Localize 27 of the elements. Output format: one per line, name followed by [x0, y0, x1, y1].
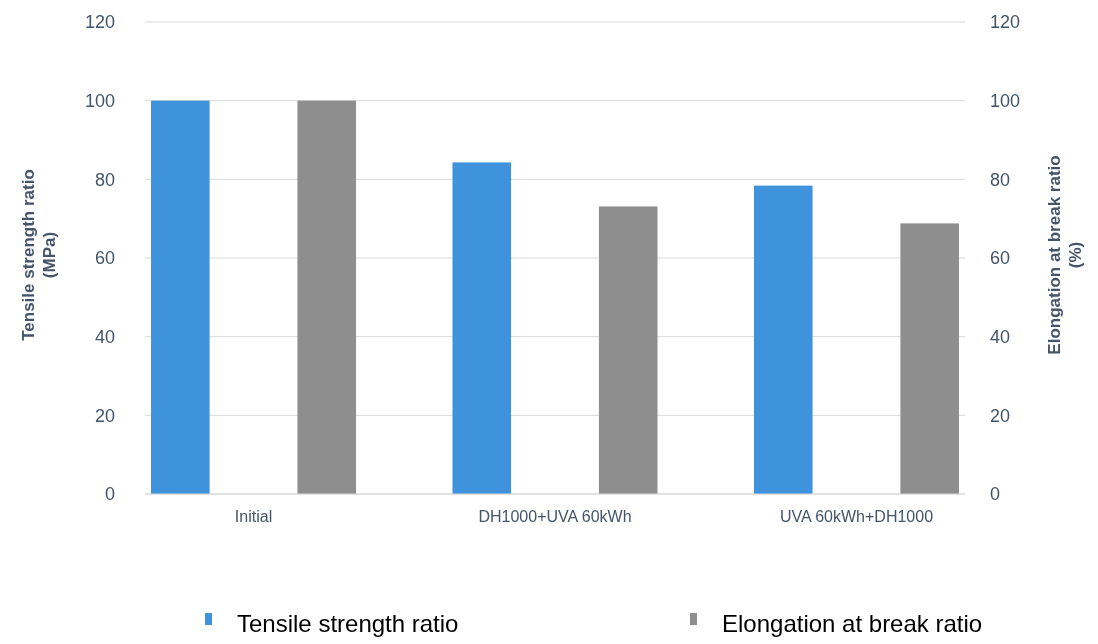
- y2-tick-label: 0: [990, 484, 1001, 505]
- y2-axis-title: Elongation at break ratio (%): [1045, 155, 1085, 355]
- bar: [900, 223, 959, 494]
- y-tick-label: 40: [94, 326, 115, 347]
- y2-tick-label: 120: [990, 12, 1021, 33]
- bar: [151, 100, 210, 494]
- y-tick-label: 20: [94, 405, 115, 426]
- legend-label: Elongation at break ratio: [722, 610, 983, 637]
- y-tick-label: 60: [94, 248, 115, 269]
- y-tick-label: 120: [84, 12, 115, 33]
- y-tick-label: 100: [84, 90, 115, 111]
- y2-tick-label: 60: [990, 248, 1011, 269]
- x-tick-label: UVA 60kWh+DH1000: [779, 508, 934, 525]
- x-tick-label: Initial: [234, 508, 273, 525]
- bar: [753, 185, 813, 494]
- y-tick-label: 0: [104, 484, 115, 505]
- y2-tick-label: 80: [990, 169, 1011, 190]
- y2-tick-label: 20: [990, 405, 1011, 426]
- legend-label: Tensile strength ratio: [237, 610, 459, 637]
- bar: [297, 100, 357, 494]
- bar: [452, 162, 512, 494]
- y2-tick-label: 100: [990, 90, 1021, 111]
- y2-tick-label: 40: [990, 326, 1011, 347]
- bar: [598, 206, 658, 494]
- y-tick-label: 80: [94, 169, 115, 190]
- y-axis-title: Tensile strength ratio (MPa): [19, 169, 59, 341]
- x-tick-label: DH1000+UVA 60kWh: [478, 508, 632, 525]
